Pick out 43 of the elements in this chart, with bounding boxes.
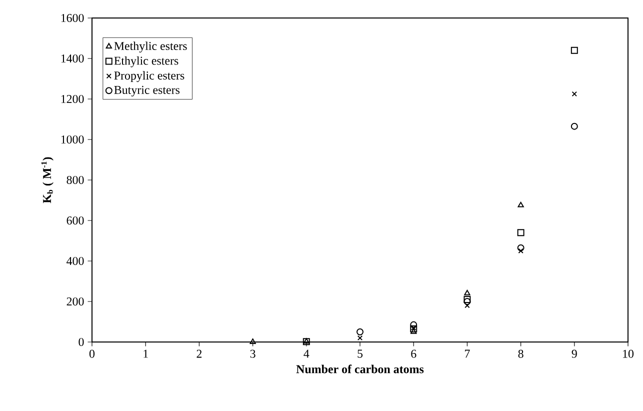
legend-label: Methylic esters bbox=[114, 42, 187, 52]
point bbox=[572, 91, 578, 97]
point bbox=[464, 296, 471, 303]
y-tick-label: 200 bbox=[66, 297, 84, 306]
x-tick-label: 10 bbox=[623, 350, 634, 358]
y-tick-label: 600 bbox=[66, 216, 84, 225]
y-tick-label: 1400 bbox=[61, 54, 84, 63]
x-axis-title: Number of carbon atoms bbox=[296, 364, 424, 374]
x-tick-label: 9 bbox=[572, 350, 577, 358]
y-axis-title: K$_{b}$ ( M$^{-1}$) bbox=[41, 157, 54, 204]
point bbox=[250, 338, 256, 344]
y-tick-label: 0 bbox=[78, 338, 84, 346]
point bbox=[517, 244, 524, 252]
point bbox=[410, 328, 417, 334]
x-tick-label: 3 bbox=[250, 350, 256, 358]
point bbox=[464, 290, 470, 296]
y-tick-label: 1200 bbox=[61, 94, 84, 104]
point bbox=[410, 325, 416, 330]
x-tick-label: 6 bbox=[411, 350, 416, 358]
y-tick-label: 1000 bbox=[61, 135, 84, 144]
legend-label: Butyric esters bbox=[114, 86, 180, 96]
point bbox=[570, 46, 578, 54]
x-tick-label: 2 bbox=[196, 350, 202, 358]
x-tick-label: 4 bbox=[304, 350, 310, 358]
x-tick-label: 5 bbox=[358, 350, 363, 358]
legend-label: Propylic esters bbox=[114, 71, 184, 82]
point bbox=[357, 335, 363, 341]
y-tick-label: 1600 bbox=[61, 14, 84, 22]
x-tick-label: 0 bbox=[89, 350, 95, 358]
point bbox=[517, 229, 524, 236]
point bbox=[464, 302, 470, 308]
point bbox=[410, 325, 418, 332]
point bbox=[570, 122, 578, 130]
y-tick-label: 400 bbox=[66, 256, 84, 266]
legend-label: Ethylic esters bbox=[114, 56, 178, 68]
point bbox=[518, 202, 524, 208]
point bbox=[356, 328, 364, 336]
point bbox=[518, 248, 524, 254]
x-tick-label: 1 bbox=[144, 350, 148, 358]
y-tick-label: 800 bbox=[66, 176, 84, 184]
point bbox=[464, 298, 471, 305]
x-tick-label: 7 bbox=[465, 350, 470, 358]
x-tick-label: 8 bbox=[518, 350, 524, 358]
